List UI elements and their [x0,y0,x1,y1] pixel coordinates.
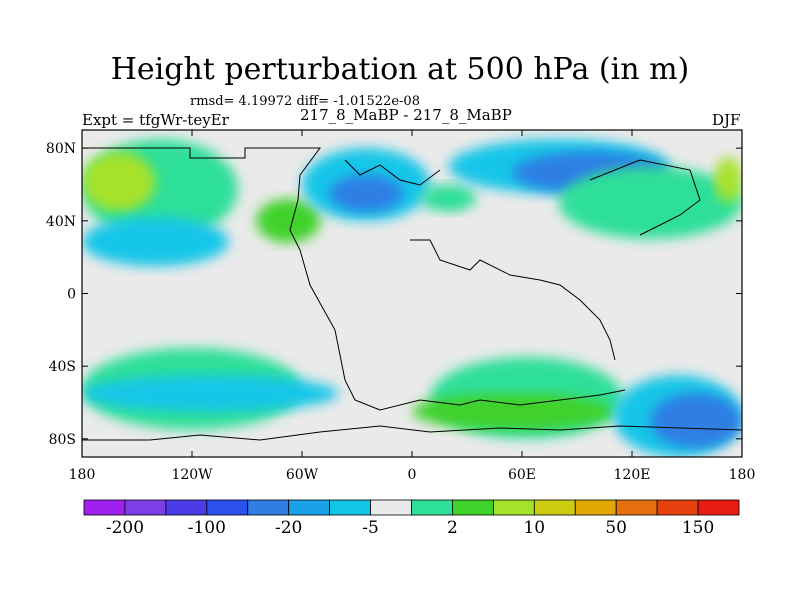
y-tick-label: 80N [46,141,76,157]
colorbar-swatch [124,499,167,516]
colorbar-swatch [165,499,208,516]
field-region-positive-9 [558,166,742,239]
x-tick-label: 0 [408,467,417,483]
x-tick-label: 180 [69,467,96,483]
x-tick-label: 60E [508,467,536,483]
colorbar-label: -200 [106,518,144,538]
colorbar-label: 50 [605,518,627,538]
coastline-layer [82,147,742,441]
colorbar-swatch [656,499,699,516]
coastline-africa-south [379,389,626,411]
x-axis-ticks: 180 120W 60W 0 60E 120E 180 [69,130,756,483]
colorbar-swatch [452,499,494,516]
field-region-positive-10 [714,157,742,203]
x-tick-label: 180 [729,467,756,483]
colorbar-swatch [83,499,126,516]
colorbar-swatch [533,499,576,516]
season-label: DJF [712,111,741,129]
chart-title: Height perturbation at 500 hPa (in m) [110,52,690,87]
colorbar-label: 10 [523,518,545,538]
colorbar-label: 2 [447,518,458,538]
coastline-north-america [82,147,381,411]
stats-label: rmsd= 4.19972 diff= -1.01522e-08 [190,94,420,109]
colorbar-swatch [574,499,617,516]
coastline-arctic [344,159,441,186]
colorbar-swatch [411,499,453,516]
colorbar-swatch [697,499,740,516]
field-region-positive-3 [256,199,321,243]
colorbar-label: -5 [362,518,379,538]
field-region-positive-1 [82,151,156,212]
field-region-positive-14 [411,393,614,430]
colorbar-swatch [288,499,331,516]
colorbar-label: -20 [275,518,302,538]
y-tick-label: 0 [67,287,76,303]
field-layer [82,139,742,457]
coastline-antarctica [82,425,742,441]
coastline-asia-north [589,159,701,236]
colorbar-swatch [370,499,412,516]
colorbar-swatch [615,499,658,516]
y-tick-label: 80S [49,432,76,448]
field-region-negative-5 [329,175,403,212]
experiment-label: Expt = tfgWr-teyEr [82,111,229,129]
colorbar-swatch [247,499,290,516]
y-axis-ticks: 80N 40N 0 40S 80S [46,141,742,448]
x-tick-label: 120W [171,467,213,483]
field-region-positive-6 [421,184,477,212]
coastline-eurasia [410,239,616,361]
field-region-negative-2 [82,217,229,267]
colorbar-label: 150 [682,518,714,538]
colorbar-swatch [206,499,249,516]
x-tick-label: 60W [286,467,319,483]
colorbar-swatch [329,499,371,516]
field-region-negative-12 [82,375,339,412]
colorbar: -200 -100 -20 -5 2 10 50 150 [83,499,740,538]
colorbar-swatch [492,499,535,516]
y-tick-label: 40N [46,214,76,230]
y-tick-label: 40S [49,359,76,375]
x-tick-label: 120E [614,467,651,483]
field-region-negative-16 [650,393,742,448]
colorbar-label: -100 [188,518,226,538]
run-label: 217_8_MaBP - 217_8_MaBP [300,106,512,124]
